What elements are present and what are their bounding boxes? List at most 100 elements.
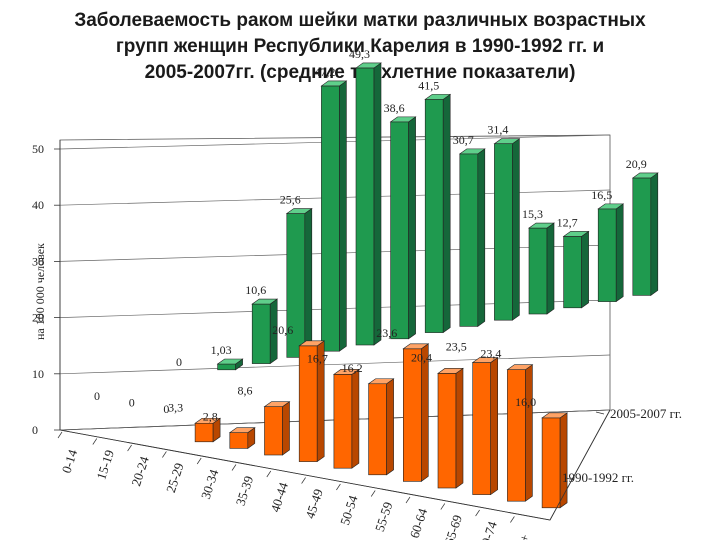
bar-1990-1992 (228, 427, 256, 449)
bar-front-face (528, 227, 548, 315)
bar-side-face (420, 343, 429, 482)
bar-front-face (402, 348, 422, 482)
bar-2005-2007 (458, 148, 486, 327)
bar-top-face (528, 222, 555, 229)
data-label-1990-1992: 0 (129, 396, 135, 410)
x-tick-label: 25-29 (163, 461, 187, 494)
y-tick-label: 40 (32, 198, 44, 212)
bar-1990-1992 (194, 417, 222, 443)
bar-1990-1992 (506, 364, 534, 502)
bar-front-face (264, 406, 283, 456)
bar-2005-2007 (597, 203, 625, 303)
bar-top-face (506, 364, 534, 370)
data-label-1990-1992: 23,4 (480, 347, 501, 361)
data-label-1990-1992: 16,2 (342, 361, 363, 375)
bar-top-face (216, 358, 244, 365)
bar-side-face (373, 62, 382, 346)
bar-2005-2007 (493, 138, 521, 321)
data-label-1990-1992: 20,6 (272, 323, 293, 337)
bar-2005-2007 (424, 93, 452, 334)
bar-side-face (546, 222, 555, 315)
bar-top-face (424, 94, 452, 100)
depth-tick (595, 411, 605, 415)
bar-top-face (541, 412, 569, 419)
bar-1990-1992 (402, 343, 430, 482)
bar-front-face (437, 373, 457, 489)
data-label-1990-1992: 16,0 (515, 395, 536, 409)
y-tick-label: 0 (32, 423, 38, 437)
bar-2005-2007 (528, 222, 555, 315)
data-label-1990-1992: 23,5 (446, 340, 467, 354)
bar-side-face (490, 356, 499, 496)
data-label-1990-1992: 20,4 (411, 350, 432, 364)
x-tick-mark (196, 457, 202, 465)
x-tick-label: 75 + (511, 532, 533, 540)
series-2005-2007-bars (216, 62, 659, 371)
bar-2005-2007 (389, 116, 417, 340)
data-label-1990-1992: 2,8 (203, 410, 218, 424)
legend-1990-1992: 1990-1992 гг. (562, 470, 634, 485)
chart-title: Заболеваемость раком шейки матки различн… (0, 8, 720, 86)
data-label-2005-2007: 49,3 (349, 47, 370, 61)
x-tick-label: 70-74 (476, 519, 500, 540)
y-tick-label: 10 (32, 367, 44, 381)
bar-2005-2007 (216, 358, 244, 371)
data-label-2005-2007: 38,6 (384, 101, 405, 115)
bar-front-face (229, 432, 249, 449)
data-label-2005-2007: 15,3 (522, 207, 543, 221)
y-tick-label: 50 (32, 142, 44, 156)
bar-top-face (332, 369, 360, 375)
bar-2005-2007 (285, 207, 313, 358)
data-label-1990-1992: 0 (94, 389, 100, 403)
x-tick-mark (475, 509, 480, 517)
y-tick-label: 30 (32, 254, 44, 268)
data-label-2005-2007: 41,5 (418, 78, 439, 92)
data-label-2005-2007: 16,5 (591, 188, 612, 202)
data-label-1990-1992: 16,7 (307, 351, 328, 365)
x-tick-mark (405, 496, 411, 504)
data-label-2005-2007: 47,2 (314, 65, 335, 79)
bar-front-face (541, 417, 561, 509)
bar-side-face (351, 368, 360, 469)
bar-front-face (632, 177, 652, 296)
bar-top-face (263, 401, 291, 407)
x-tick-mark (510, 516, 515, 523)
legend-2005-2007: 2005-2007 гг. (610, 406, 682, 421)
bar-2005-2007 (251, 298, 279, 365)
x-tick-label: 65-69 (441, 513, 465, 540)
x-axis-line (59, 429, 551, 521)
data-label-1990-1992: 3,3 (168, 400, 183, 414)
bar-top-face (389, 116, 417, 123)
bar-front-face (597, 208, 617, 302)
bar-side-face (386, 378, 394, 476)
bar-side-face (477, 148, 486, 327)
bar-2005-2007 (631, 172, 659, 296)
y-axis: 0 10 20 30 40 50 на 100 000 человек (32, 140, 61, 437)
data-label-2005-2007: 20,9 (626, 157, 647, 171)
x-tick-label: 35-39 (233, 474, 257, 507)
bar-top-face (471, 357, 499, 363)
data-label-2005-2007: 1,03 (211, 343, 232, 357)
bar-1990-1992 (367, 378, 395, 476)
bar-front-face (194, 422, 214, 443)
data-label-1990-1992: 8,6 (238, 384, 253, 398)
bar-front-face (251, 303, 271, 364)
x-tick-mark (440, 503, 446, 510)
bar-top-face (320, 80, 348, 87)
bar-side-face (581, 230, 589, 309)
data-label-2005-2007: 0 (176, 355, 182, 369)
chart-title-line-2: групп женщин Республики Карелия в 1990-1… (115, 36, 605, 57)
depth-axis-line (549, 409, 611, 521)
x-tick-mark (92, 438, 98, 445)
bar-2005-2007 (562, 230, 590, 309)
bar-side-face (304, 207, 313, 358)
bar-front-face (355, 67, 375, 346)
series-legend: 1990-1992 гг. 2005-2007 гг. (549, 406, 682, 521)
x-tick-mark (57, 431, 63, 439)
bar-front-face (390, 121, 409, 340)
bar-side-face (455, 367, 464, 489)
bar-top-face (285, 208, 313, 214)
bar-side-face (650, 172, 659, 296)
bar-top-face (597, 203, 625, 210)
